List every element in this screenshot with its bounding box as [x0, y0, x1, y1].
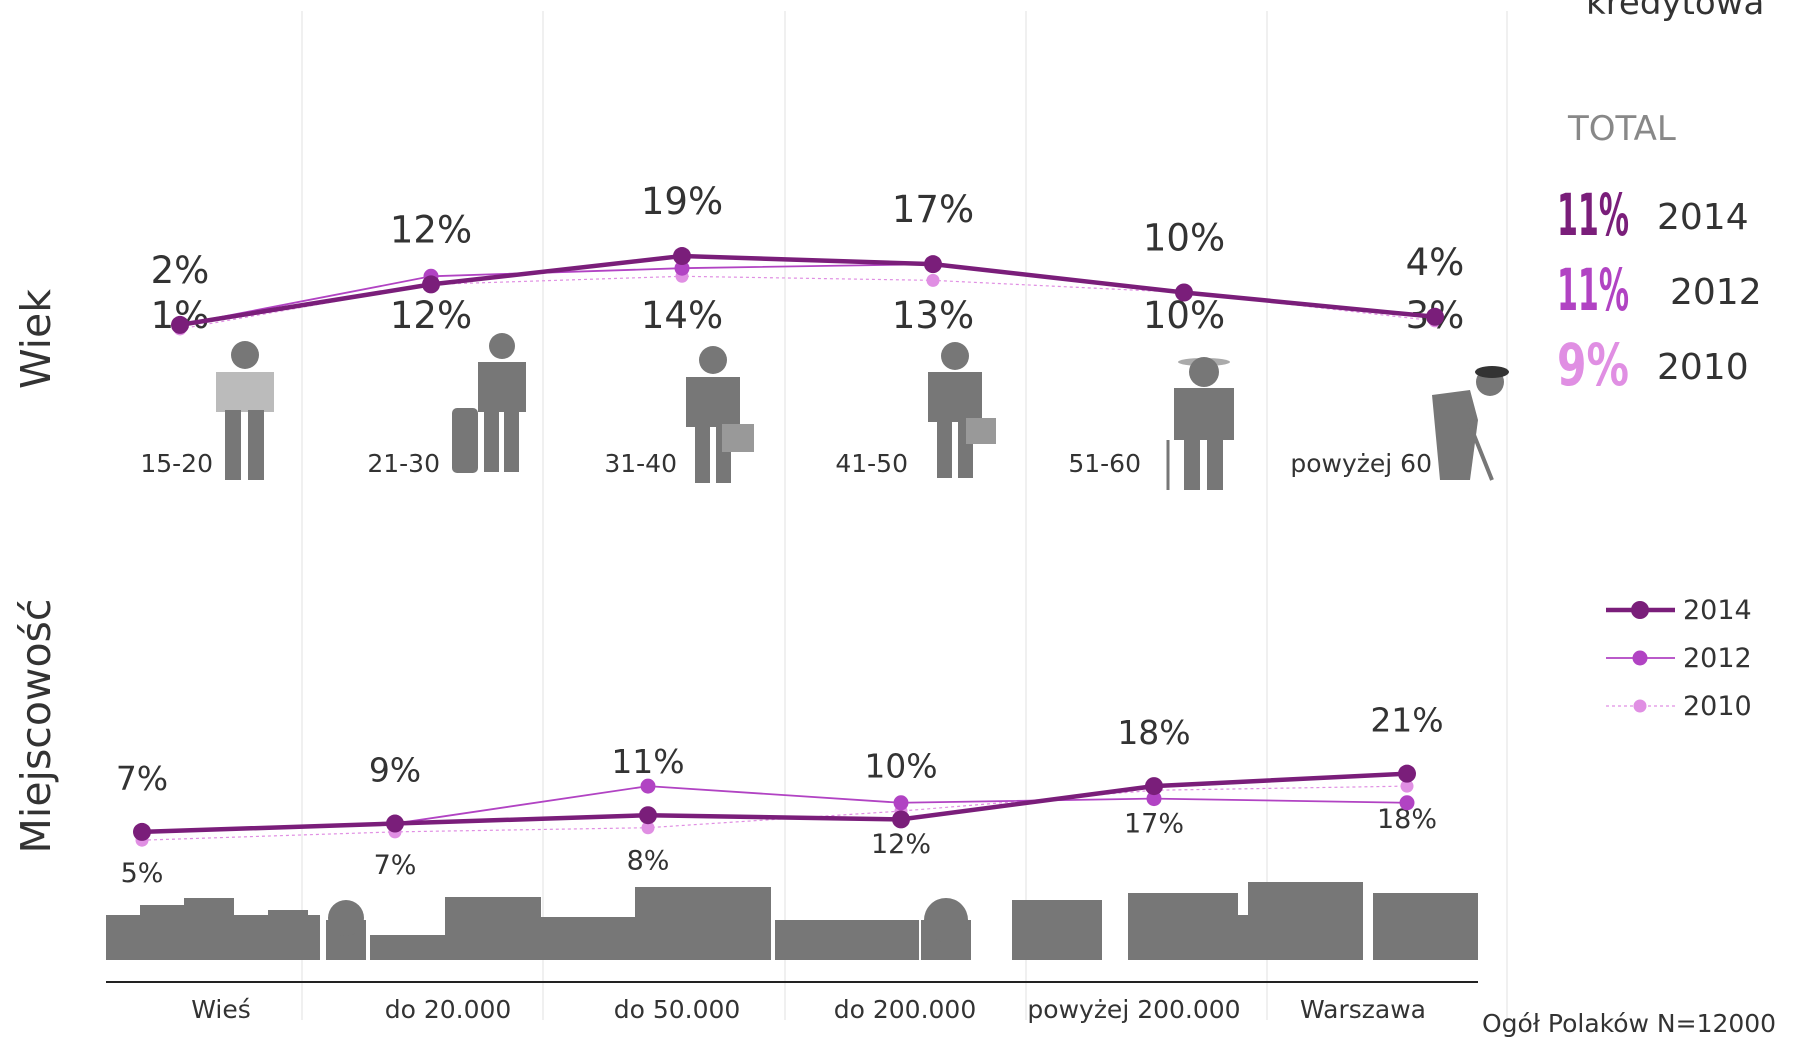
- x-tick-label: Warszawa: [1300, 995, 1426, 1024]
- data-label: 14%: [641, 294, 723, 337]
- data-label: 12%: [871, 829, 931, 860]
- point: [1426, 307, 1444, 326]
- pictograms: [216, 333, 1509, 490]
- total-year: 2010: [1657, 347, 1749, 388]
- header-text: kredytowa: [1586, 0, 1764, 23]
- data-label: 17%: [892, 188, 974, 231]
- data-label: 13%: [892, 294, 974, 337]
- person-icon: [452, 333, 526, 473]
- x-tick-label: 21-30: [367, 449, 440, 478]
- point: [641, 821, 655, 835]
- point: [673, 247, 691, 266]
- point: [926, 273, 940, 287]
- data-label: 11%: [611, 742, 684, 781]
- data-label: 4%: [1406, 241, 1465, 284]
- total-value: 11%: [1557, 181, 1629, 249]
- total-value: 9%: [1557, 331, 1629, 399]
- point: [674, 260, 690, 276]
- point: [1145, 777, 1163, 796]
- series-line: [141, 771, 1408, 835]
- x-tick-label: powyżej 60: [1290, 449, 1432, 478]
- person-icon: [686, 346, 754, 483]
- person-icon: [928, 342, 996, 478]
- x-tick-label: do 20.000: [385, 995, 512, 1024]
- x-tick-label: 31-40: [604, 449, 677, 478]
- series-line: [179, 275, 1436, 330]
- person-icon: [1166, 357, 1234, 490]
- footnote: Ogół Polaków N=12000: [1482, 1009, 1776, 1038]
- total-year: 2014: [1657, 197, 1749, 238]
- y-axis-title: Wiek: [12, 289, 60, 389]
- point: [639, 806, 657, 825]
- x-tick-label: 51-60: [1068, 449, 1141, 478]
- legend-marker: [1633, 699, 1647, 713]
- data-label: 2%: [151, 249, 210, 292]
- point: [386, 814, 404, 833]
- legend-marker: [1632, 650, 1648, 666]
- data-label: 19%: [641, 180, 723, 223]
- data-label: 10%: [1143, 217, 1225, 260]
- point: [893, 795, 909, 811]
- point: [1175, 283, 1193, 302]
- point: [924, 255, 942, 274]
- x-tick-label: do 200.000: [834, 995, 977, 1024]
- series-line: [179, 253, 1436, 328]
- point: [1398, 764, 1416, 783]
- point: [1399, 795, 1415, 811]
- point: [171, 315, 189, 334]
- data-label: 9%: [369, 751, 421, 790]
- point: [640, 778, 656, 794]
- x-tick-label: 15-20: [140, 449, 213, 478]
- person-icon: [216, 341, 274, 480]
- data-label: 7%: [116, 759, 168, 798]
- x-tick-label: powyżej 200.000: [1027, 995, 1240, 1024]
- legend-label: 2014: [1683, 595, 1752, 626]
- y-axis-title: Miejscowość: [12, 599, 60, 854]
- point: [892, 810, 910, 829]
- point: [422, 275, 440, 294]
- legend-label: 2012: [1683, 643, 1752, 674]
- legend-label: 2010: [1683, 691, 1752, 722]
- total-year: 2012: [1670, 272, 1762, 313]
- data-label: 7%: [374, 850, 417, 881]
- data-label: 17%: [1124, 808, 1184, 839]
- data-label: 10%: [864, 746, 937, 785]
- data-label: 12%: [390, 294, 472, 337]
- legend-marker: [1631, 601, 1649, 619]
- point: [1146, 791, 1162, 807]
- data-label: 12%: [390, 208, 472, 251]
- skyline: [106, 882, 1478, 960]
- point: [1400, 779, 1414, 793]
- data-label: 18%: [1117, 713, 1190, 752]
- total-title: TOTAL: [1567, 109, 1676, 149]
- total-value: 11%: [1557, 256, 1629, 324]
- x-tick-label: 41-50: [835, 449, 908, 478]
- data-label: 5%: [121, 858, 164, 889]
- x-tick-label: Wieś: [191, 995, 251, 1024]
- series-layer: Wiek 15-20 21-30 31-40 41-50 51-60 powyżej 60 1…: [12, 180, 1762, 1024]
- data-label: 21%: [1370, 701, 1443, 740]
- person-icon: [1432, 366, 1509, 481]
- data-label: 8%: [627, 846, 670, 877]
- x-tick-label: do 50.000: [614, 995, 741, 1024]
- point: [133, 822, 151, 841]
